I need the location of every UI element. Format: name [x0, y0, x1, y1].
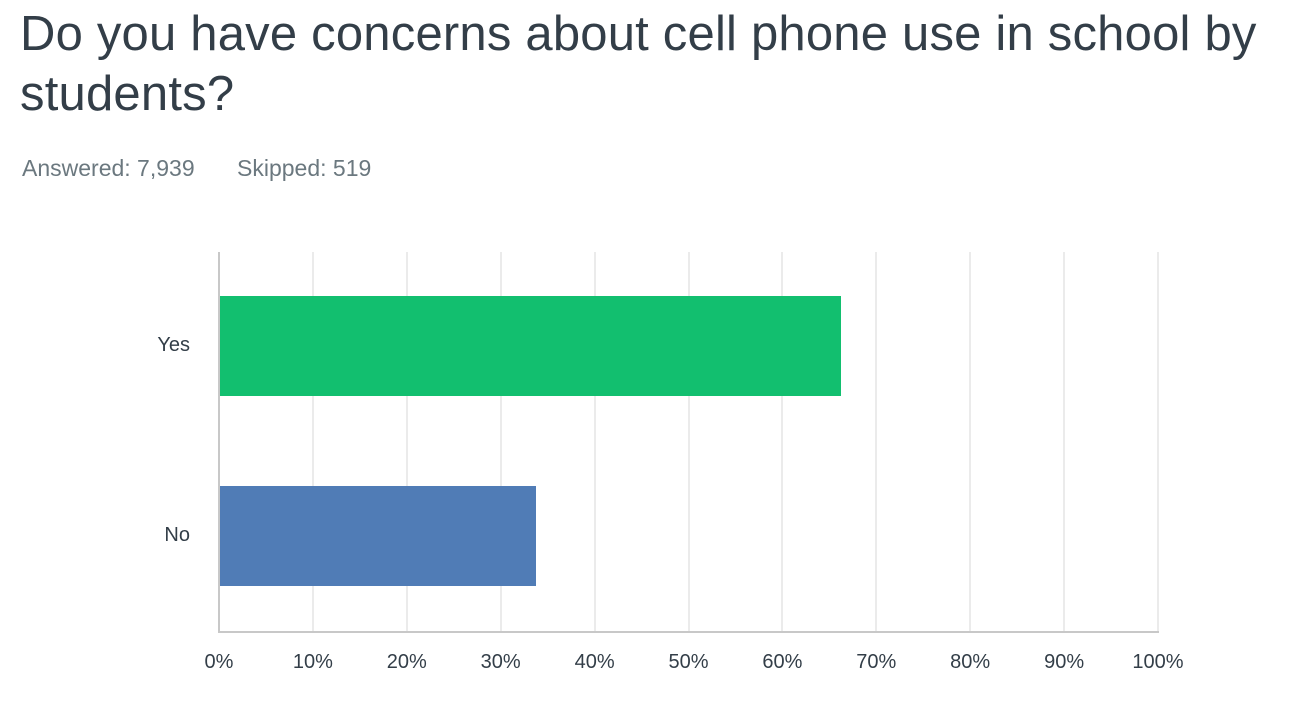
gridline	[969, 252, 972, 632]
x-tick-label: 70%	[856, 651, 897, 673]
gridline	[1157, 252, 1159, 632]
x-tick-label: 60%	[762, 651, 803, 673]
gridline	[875, 252, 878, 632]
gridline	[1063, 252, 1066, 632]
bar-yes[interactable]	[220, 296, 841, 396]
x-tick-label: 10%	[292, 651, 333, 673]
response-stats: Answered: 7,939 Skipped: 519	[22, 155, 407, 182]
bar-no[interactable]	[220, 486, 537, 586]
gridline	[405, 252, 408, 632]
gridline	[781, 252, 784, 632]
question-title: Do you have concerns about cell phone us…	[20, 7, 1257, 121]
category-label-no: No	[164, 524, 190, 546]
skipped-count: Skipped: 519	[237, 155, 372, 181]
answered-count: Answered: 7,939	[22, 155, 195, 181]
gridline	[593, 252, 596, 632]
x-tick-label: 90%	[1044, 651, 1085, 673]
x-tick-label: 0%	[204, 651, 234, 673]
x-tick-label: 80%	[950, 651, 991, 673]
gridline	[687, 252, 690, 632]
gridline	[311, 252, 314, 632]
x-tick-label: 20%	[386, 651, 427, 673]
category-label-yes: Yes	[157, 334, 190, 356]
x-axis-line	[218, 631, 1159, 633]
y-axis-line	[218, 252, 220, 633]
x-tick-label: 30%	[480, 651, 521, 673]
x-tick-label: 100%	[1132, 651, 1184, 673]
gridline	[499, 252, 502, 632]
x-tick-label: 40%	[574, 651, 615, 673]
x-tick-label: 50%	[668, 651, 709, 673]
